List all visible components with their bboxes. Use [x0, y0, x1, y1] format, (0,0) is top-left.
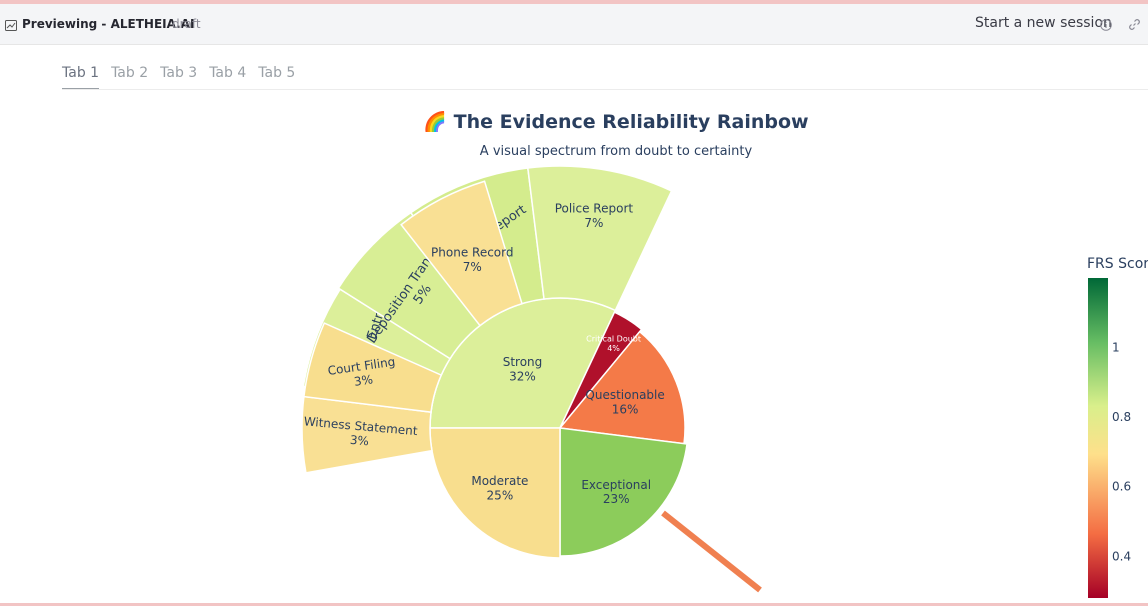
police-label: Police Report 7%: [555, 202, 634, 230]
colorbar-ticks: 1 0.8 0.6 0.4: [1112, 341, 1131, 564]
info-icon[interactable]: [1100, 19, 1112, 31]
tab-5[interactable]: Tab 5: [258, 65, 296, 81]
strong-label: Strong 32%: [503, 355, 543, 383]
colorbar-title: FRS Score: [1087, 256, 1148, 272]
moderate-label: Moderate 25%: [471, 474, 528, 502]
app-title: Previewing - ALETHEIA.AI: [22, 17, 195, 31]
phone-label: Phone Record 7%: [431, 245, 513, 273]
colorbar-tick-label: 0.4: [1112, 549, 1131, 563]
preview-icon: [5, 20, 17, 31]
app-header: Previewing - ALETHEIA.AI draft Start a n…: [0, 4, 1148, 45]
questionable-label: Questionable 16%: [585, 388, 664, 416]
tab-3[interactable]: Tab 3: [160, 65, 198, 81]
police-segment[interactable]: [526, 165, 673, 312]
bottom-accent-stripe: [0, 603, 1148, 606]
tab-4[interactable]: Tab 4: [209, 65, 247, 81]
tab-divider: [62, 89, 1148, 90]
colorbar-tick-label: 1: [1112, 341, 1120, 355]
critical-label: Critical Doubt 4%: [586, 335, 641, 354]
tab-2[interactable]: Tab 2: [111, 65, 149, 81]
chart-title: 🌈 The Evidence Reliability Rainbow: [423, 110, 808, 133]
phone-segment[interactable]: [400, 180, 523, 327]
tab-bar: Tab 1 Tab 2 Tab 3 Tab 4 Tab 5: [62, 65, 307, 90]
court-segment[interactable]: [303, 322, 443, 413]
sunburst-segments: Email Correspondence2%Flight Log Entry5%…: [301, 165, 688, 559]
draft-badge: draft: [172, 17, 201, 31]
new-session-button[interactable]: Start a new session: [975, 15, 1112, 31]
colorbar-tick-label: 0.6: [1112, 480, 1131, 494]
exceptional-label: Exceptional 23%: [581, 478, 651, 506]
colorbar-tick-label: 0.8: [1112, 410, 1131, 424]
sunburst-chart: 🌈 The Evidence Reliability Rainbow A vis…: [301, 110, 1148, 598]
questionable-pull-line: [661, 510, 762, 593]
top-accent-stripe: [0, 0, 1148, 4]
colorbar: [1088, 278, 1108, 598]
exceptional-segment[interactable]: [559, 427, 688, 557]
chart-subtitle: A visual spectrum from doubt to certaint…: [480, 144, 753, 159]
link-icon[interactable]: [1128, 18, 1141, 31]
